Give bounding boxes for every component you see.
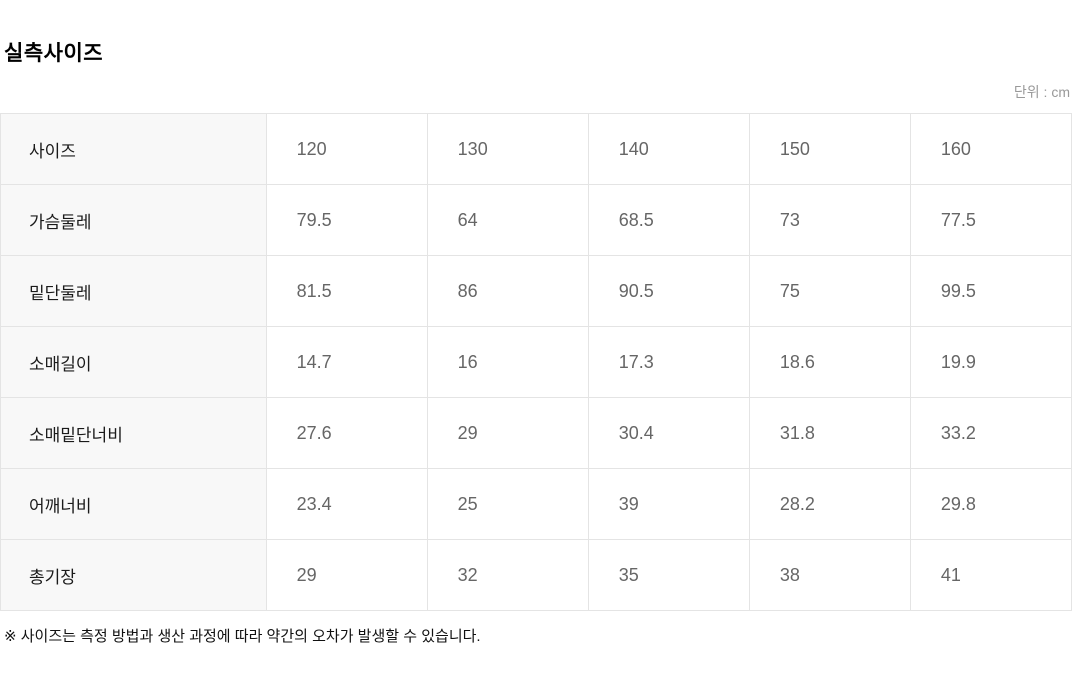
size-value-cell: 120 (265, 113, 428, 185)
size-value-cell: 35 (587, 539, 750, 611)
size-value-cell: 68.5 (587, 184, 750, 256)
table-row: 소매밑단너비 27.6 29 30.4 31.8 33.2 (0, 397, 1072, 469)
size-value-cell: 160 (909, 113, 1072, 185)
size-value-cell: 31.8 (748, 397, 911, 469)
size-value-cell: 18.6 (748, 326, 911, 398)
size-value-cell: 77.5 (909, 184, 1072, 256)
row-label: 가슴둘레 (0, 184, 267, 256)
size-value-cell: 14.7 (265, 326, 428, 398)
size-value-cell: 79.5 (265, 184, 428, 256)
size-value-cell: 32 (426, 539, 589, 611)
row-label: 총기장 (0, 539, 267, 611)
size-value-cell: 29 (265, 539, 428, 611)
size-value-cell: 150 (748, 113, 911, 185)
size-table: 사이즈 120 130 140 150 160 가슴둘레 79.5 64 68.5 73 77.5 밑단… (0, 113, 1072, 611)
size-value-cell: 75 (748, 255, 911, 327)
size-value-cell: 17.3 (587, 326, 750, 398)
size-value-cell: 39 (587, 468, 750, 540)
size-value-cell: 23.4 (265, 468, 428, 540)
size-value-cell: 73 (748, 184, 911, 256)
row-label: 밑단둘레 (0, 255, 267, 327)
size-value-cell: 29.8 (909, 468, 1072, 540)
size-value-cell: 64 (426, 184, 589, 256)
size-footnote: ※ 사이즈는 측정 방법과 생산 과정에 따라 약간의 오차가 발생할 수 있습… (4, 628, 481, 645)
size-value-cell: 130 (426, 113, 589, 185)
page-title: 실측사이즈 (4, 42, 104, 65)
size-table-body: 사이즈 120 130 140 150 160 가슴둘레 79.5 64 68.5 73 77.5 밑단… (0, 113, 1072, 611)
size-value-cell: 90.5 (587, 255, 750, 327)
size-value-cell: 99.5 (909, 255, 1072, 327)
size-value-cell: 81.5 (265, 255, 428, 327)
table-row: 밑단둘레 81.5 86 90.5 75 99.5 (0, 255, 1072, 327)
size-value-cell: 38 (748, 539, 911, 611)
size-value-cell: 16 (426, 326, 589, 398)
table-row: 가슴둘레 79.5 64 68.5 73 77.5 (0, 184, 1072, 256)
row-label: 소매밑단너비 (0, 397, 267, 469)
unit-label: 단위 : cm (1013, 84, 1070, 100)
size-value-cell: 25 (426, 468, 589, 540)
size-value-cell: 30.4 (587, 397, 750, 469)
table-row: 소매길이 14.7 16 17.3 18.6 19.9 (0, 326, 1072, 398)
table-row: 어깨너비 23.4 25 39 28.2 29.8 (0, 468, 1072, 540)
size-value-cell: 140 (587, 113, 750, 185)
size-value-cell: 29 (426, 397, 589, 469)
table-row: 사이즈 120 130 140 150 160 (0, 113, 1072, 185)
row-label: 어깨너비 (0, 468, 267, 540)
row-label: 소매길이 (0, 326, 267, 398)
size-value-cell: 41 (909, 539, 1072, 611)
row-label: 사이즈 (0, 113, 267, 185)
size-value-cell: 33.2 (909, 397, 1072, 469)
size-value-cell: 19.9 (909, 326, 1072, 398)
size-value-cell: 86 (426, 255, 589, 327)
table-row: 총기장 29 32 35 38 41 (0, 539, 1072, 611)
size-value-cell: 27.6 (265, 397, 428, 469)
size-value-cell: 28.2 (748, 468, 911, 540)
